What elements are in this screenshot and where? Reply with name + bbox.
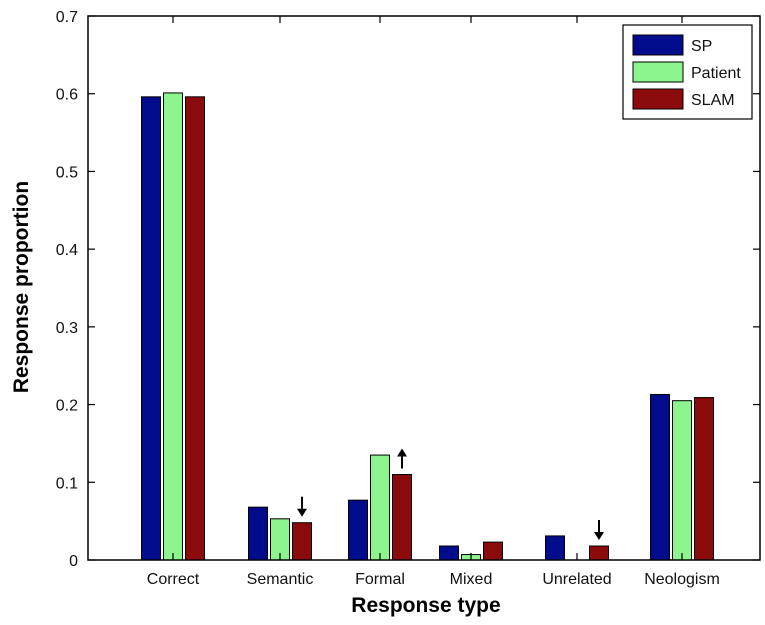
bar-patient-correct bbox=[163, 92, 183, 561]
x-tick-label: Mixed bbox=[450, 571, 493, 588]
axes-layer bbox=[87, 15, 761, 561]
y-axis-title: Response proportion bbox=[10, 181, 33, 393]
legend-label-slam: SLAM bbox=[691, 92, 735, 109]
y-tick-label: 0.1 bbox=[56, 475, 78, 492]
bar-sp-formal bbox=[348, 499, 368, 561]
bar-sp-semantic bbox=[248, 506, 268, 561]
legend: SP Patient SLAM bbox=[622, 24, 753, 120]
y-tick-label: 0.3 bbox=[56, 320, 78, 337]
bar-sp-unrelated bbox=[545, 535, 565, 561]
bar-slam-formal bbox=[392, 474, 412, 561]
y-tick-label: 0.6 bbox=[56, 87, 78, 104]
x-tick-label: Neologism bbox=[644, 571, 720, 588]
x-ticks-layer: Correct Semantic Formal Mixed Unrelated Neolo… bbox=[147, 16, 720, 588]
legend-swatch-patient bbox=[632, 61, 684, 83]
plot-frame bbox=[87, 15, 761, 561]
y-tick-label: 0.4 bbox=[56, 242, 78, 259]
bar-sp-mixed bbox=[439, 545, 459, 561]
legend-label-patient: Patient bbox=[691, 65, 741, 82]
y-tick-label: 0.2 bbox=[56, 398, 78, 415]
x-tick-label: Unrelated bbox=[542, 571, 611, 588]
bar-slam-unrelated bbox=[589, 545, 609, 561]
y-ticks-layer: 0 0.1 0.2 0.3 0.4 0.5 0.6 0.7 bbox=[56, 9, 760, 570]
arrow-down-annotation-semantic bbox=[297, 496, 307, 517]
arrow-up-annotation-formal bbox=[397, 448, 407, 469]
bar-patient-formal bbox=[370, 454, 390, 561]
annotations-layer bbox=[297, 448, 604, 541]
y-tick-label: 0 bbox=[69, 553, 78, 570]
y-tick-label: 0.7 bbox=[56, 9, 78, 26]
bar-patient-neologism bbox=[672, 400, 692, 561]
arrow-down-annotation-unrelated bbox=[594, 520, 604, 541]
x-tick-label: Correct bbox=[147, 571, 200, 588]
bars-layer bbox=[141, 92, 714, 561]
x-axis-title: Response type bbox=[351, 594, 500, 617]
bar-sp-neologism bbox=[650, 393, 670, 561]
y-tick-label: 0.5 bbox=[56, 164, 78, 181]
bar-slam-neologism bbox=[694, 397, 714, 561]
bar-slam-mixed bbox=[483, 541, 503, 561]
bar-slam-semantic bbox=[292, 522, 312, 561]
legend-label-sp: SP bbox=[691, 38, 712, 55]
bar-sp-correct bbox=[141, 96, 161, 561]
x-tick-label: Semantic bbox=[247, 571, 314, 588]
x-tick-label: Formal bbox=[355, 571, 405, 588]
bar-slam-correct bbox=[185, 96, 205, 561]
legend-swatch-sp bbox=[632, 34, 684, 56]
legend-swatch-slam bbox=[632, 88, 684, 110]
